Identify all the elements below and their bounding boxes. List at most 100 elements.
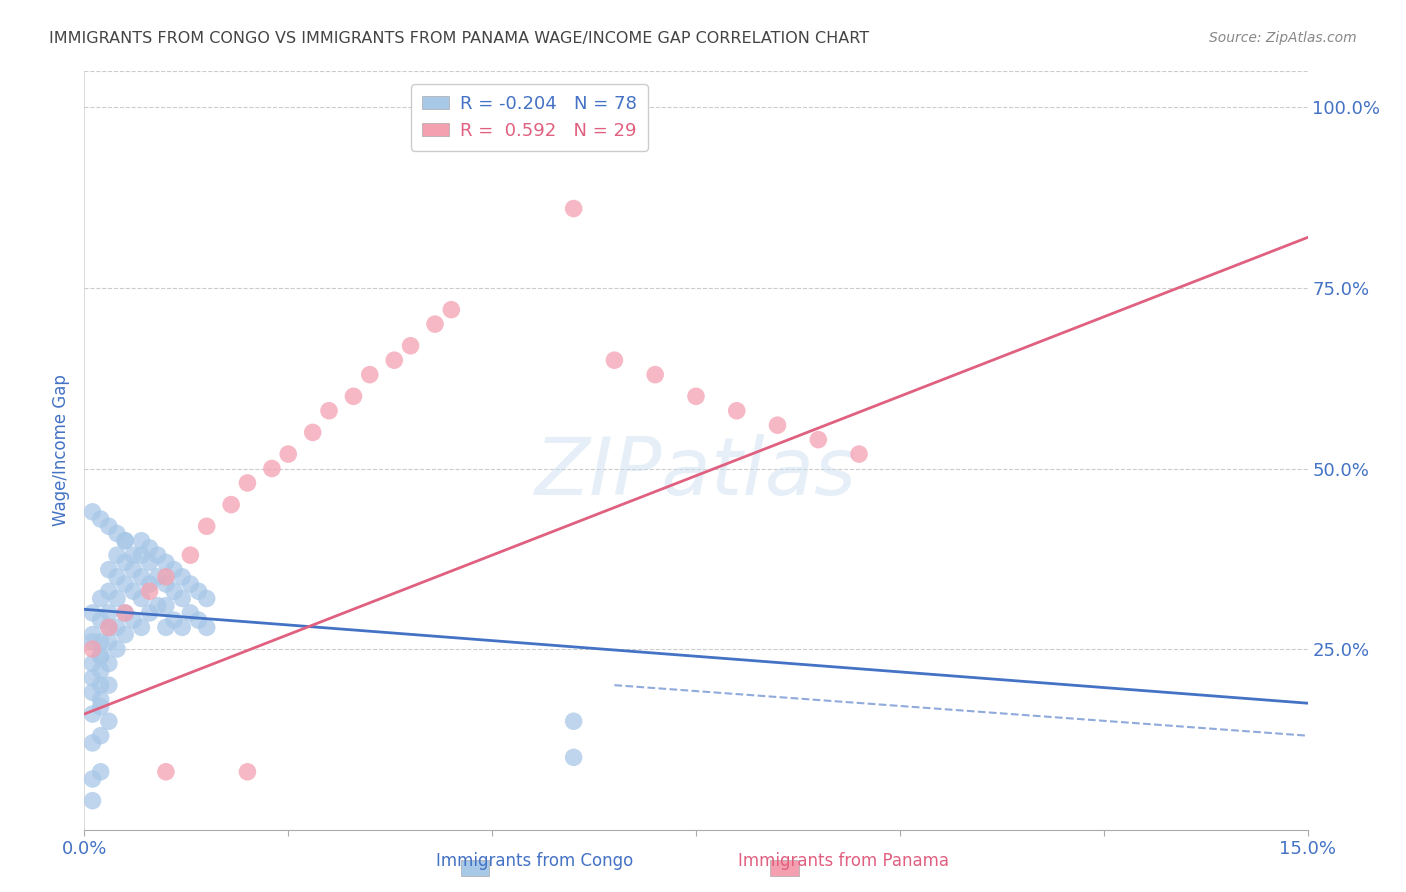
Point [90, 649, 112, 664]
Point [131, 620, 153, 634]
Point [82, 642, 104, 657]
Point [848, 447, 870, 461]
Point [82, 505, 104, 519]
Point [105, 642, 128, 657]
Point [172, 620, 194, 634]
Point [562, 750, 585, 764]
Point [399, 339, 422, 353]
Point [423, 317, 446, 331]
Point [807, 433, 830, 447]
Point [82, 772, 104, 786]
Point [562, 714, 585, 729]
Point [122, 584, 145, 599]
Point [97, 620, 120, 634]
Point [105, 591, 128, 606]
Point [105, 548, 128, 562]
Point [155, 577, 177, 591]
Point [97, 606, 120, 620]
Point [105, 526, 128, 541]
Point [131, 548, 153, 562]
Point [90, 591, 112, 606]
Point [90, 729, 112, 743]
Point [90, 512, 112, 526]
Point [82, 606, 104, 620]
Point [146, 548, 169, 562]
Point [82, 627, 104, 641]
Point [236, 764, 259, 779]
Point [685, 389, 707, 403]
Point [163, 613, 186, 627]
Point [90, 635, 112, 649]
Point [90, 692, 112, 706]
Point [179, 548, 201, 562]
Point [97, 519, 120, 533]
Point [97, 620, 120, 634]
Point [163, 584, 186, 599]
Text: IMMIGRANTS FROM CONGO VS IMMIGRANTS FROM PANAMA WAGE/INCOME GAP CORRELATION CHAR: IMMIGRANTS FROM CONGO VS IMMIGRANTS FROM… [49, 31, 869, 46]
Point [82, 671, 104, 685]
Point [155, 570, 177, 584]
Point [122, 563, 145, 577]
Point [603, 353, 626, 368]
Point [90, 678, 112, 692]
Point [97, 584, 120, 599]
Point [122, 613, 145, 627]
Point [195, 519, 218, 533]
Point [114, 606, 136, 620]
Point [163, 563, 186, 577]
Point [138, 606, 160, 620]
Point [97, 563, 120, 577]
Point [260, 461, 283, 475]
Point [105, 620, 128, 634]
Point [562, 202, 585, 216]
Point [97, 657, 120, 671]
Point [97, 714, 120, 729]
Text: Immigrants from Panama: Immigrants from Panama [738, 852, 949, 870]
Point [155, 555, 177, 569]
Point [342, 389, 364, 403]
Point [236, 475, 259, 490]
Point [138, 555, 160, 569]
Point [138, 577, 160, 591]
Point [644, 368, 666, 382]
Point [90, 764, 112, 779]
Point [82, 657, 104, 671]
Point [301, 425, 323, 440]
Point [90, 699, 112, 714]
Y-axis label: Wage/Income Gap: Wage/Income Gap [52, 375, 70, 526]
Text: ZIPatlas: ZIPatlas [534, 434, 858, 512]
Text: Source: ZipAtlas.com: Source: ZipAtlas.com [1209, 31, 1357, 45]
Point [131, 570, 153, 584]
Point [155, 620, 177, 634]
Point [172, 591, 194, 606]
Point [382, 353, 405, 368]
Point [114, 533, 136, 548]
Point [114, 627, 136, 641]
Point [82, 794, 104, 808]
Point [114, 555, 136, 569]
Point [155, 599, 177, 613]
Point [146, 570, 169, 584]
Legend: R = -0.204   N = 78, R =  0.592   N = 29: R = -0.204 N = 78, R = 0.592 N = 29 [412, 84, 648, 151]
Text: Immigrants from Congo: Immigrants from Congo [436, 852, 633, 870]
Point [82, 685, 104, 699]
Point [179, 606, 201, 620]
Point [138, 541, 160, 555]
Point [122, 548, 145, 562]
Point [440, 302, 463, 317]
Point [131, 591, 153, 606]
Point [90, 649, 112, 664]
Point [725, 403, 748, 417]
Point [187, 613, 209, 627]
Point [90, 664, 112, 678]
Point [82, 736, 104, 750]
Point [195, 620, 218, 634]
Point [82, 706, 104, 721]
Point [146, 599, 169, 613]
Point [359, 368, 381, 382]
Point [131, 533, 153, 548]
Point [187, 584, 209, 599]
Point [219, 498, 242, 512]
Point [114, 577, 136, 591]
Point [97, 678, 120, 692]
